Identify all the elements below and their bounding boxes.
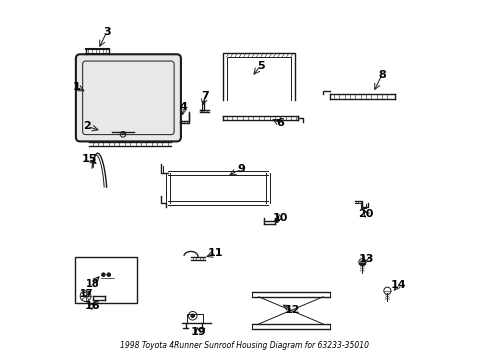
Text: 3: 3 [103,27,111,37]
Text: 17: 17 [80,289,93,298]
FancyBboxPatch shape [76,54,181,141]
Text: 18: 18 [86,279,99,289]
Circle shape [107,273,110,276]
Text: 8: 8 [377,69,385,80]
Text: 15: 15 [81,154,97,163]
Text: 1998 Toyota 4Runner Sunroof Housing Diagram for 63233-35010: 1998 Toyota 4Runner Sunroof Housing Diag… [120,341,368,350]
Text: 20: 20 [358,209,373,219]
Text: 19: 19 [190,327,205,337]
Text: 14: 14 [389,280,405,291]
Text: 7: 7 [201,91,209,101]
Circle shape [190,314,194,318]
Text: 13: 13 [358,253,373,264]
Text: 1: 1 [73,82,81,92]
Circle shape [102,273,105,276]
Text: 10: 10 [272,212,287,222]
Text: 6: 6 [276,118,284,128]
Bar [75,257,137,303]
Text: 9: 9 [237,164,244,174]
Text: 16: 16 [85,301,101,311]
Text: 12: 12 [285,305,300,315]
Text: 2: 2 [83,121,91,131]
Text: 11: 11 [208,248,223,258]
Text: 5: 5 [256,61,264,71]
Text: 4: 4 [180,102,187,112]
